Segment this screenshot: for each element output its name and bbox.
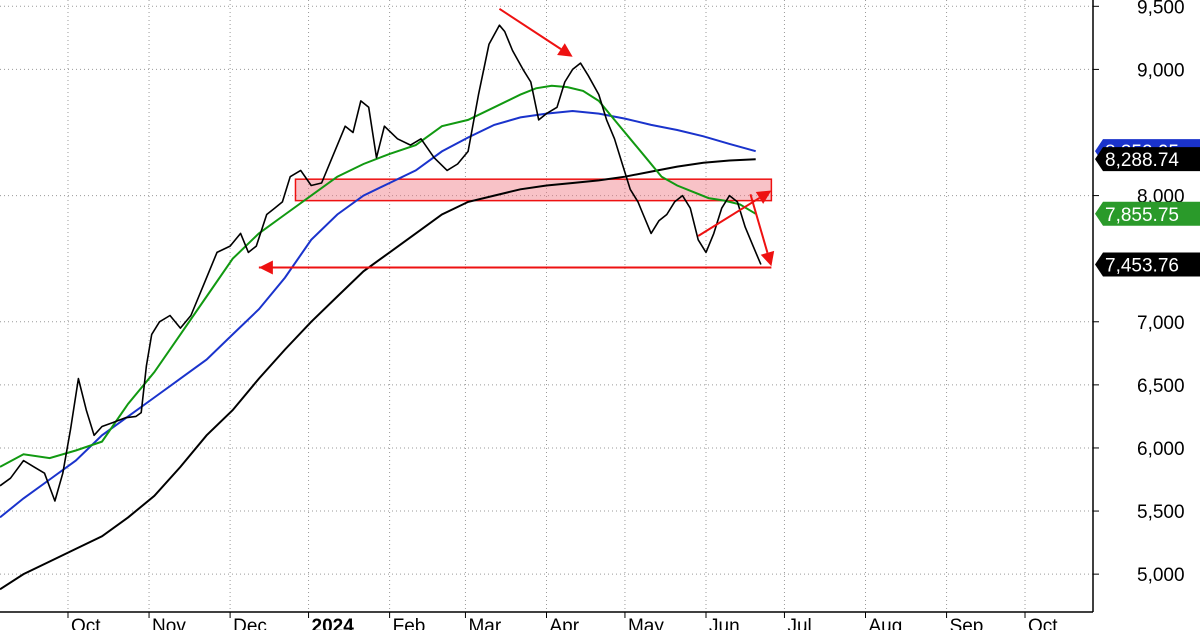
y-tick-label: 5,000 (1137, 565, 1185, 586)
arrow-head (258, 260, 273, 275)
x-tick-label: Mar (468, 616, 501, 630)
y-tick-label: 7,000 (1137, 313, 1185, 334)
last-price-tag-bg (1095, 252, 1200, 277)
sma200-line (0, 158, 756, 591)
x-tick-label: Oct (1028, 616, 1058, 630)
sma50-tag-label: 7,855.75 (1105, 205, 1179, 226)
sma200-tag-bg (1095, 147, 1200, 172)
arrow-shaft (498, 7, 562, 50)
x-tick-label: Aug (869, 616, 903, 630)
x-tick-label: Dec (233, 616, 267, 630)
x-tick-label: Jun (709, 616, 740, 630)
x-tick-label: Sep (950, 616, 984, 630)
resistance-zone-rect (294, 178, 773, 202)
gridlines (0, 0, 1093, 612)
y-tick-label: 9,500 (1137, 0, 1185, 18)
arrow-shaft (697, 197, 761, 237)
y-tick-label: 6,500 (1137, 376, 1185, 397)
x-tick-label: Jul (787, 616, 811, 630)
sma200-tag-label: 8,288.74 (1105, 150, 1179, 171)
x-tick-label: Feb (393, 616, 426, 630)
y-tick-label: 9,000 (1137, 60, 1185, 81)
x-tick-label: May (628, 616, 664, 630)
price-line (0, 24, 762, 502)
x-axis: Oct Nov Dec 2024 Feb Mar Apr May Jun Jul Aug Sep Oct (67, 612, 1058, 630)
annotations (258, 7, 775, 275)
arrow-head (755, 190, 772, 204)
y-tick-label: 5,500 (1137, 502, 1185, 523)
value-tags: 8,352.058,288.747,855.757,453.76 (1095, 139, 1200, 277)
x-tick-label: 2024 (312, 616, 355, 630)
x-tick-label: Apr (550, 616, 580, 630)
series-lines (0, 24, 762, 591)
resistance-zone (294, 178, 773, 202)
arrow-head (557, 43, 573, 57)
arrow-shaft (749, 194, 769, 254)
x-tick-label: Oct (71, 616, 101, 630)
last-price-tag-label: 7,453.76 (1105, 256, 1179, 277)
arrow-head (760, 250, 775, 267)
y-tick-label: 6,000 (1137, 439, 1185, 460)
sma100-line (0, 109, 756, 519)
sma50-line (0, 84, 757, 468)
x-tick-label: Nov (152, 616, 186, 630)
sma50-tag-bg (1095, 201, 1200, 226)
